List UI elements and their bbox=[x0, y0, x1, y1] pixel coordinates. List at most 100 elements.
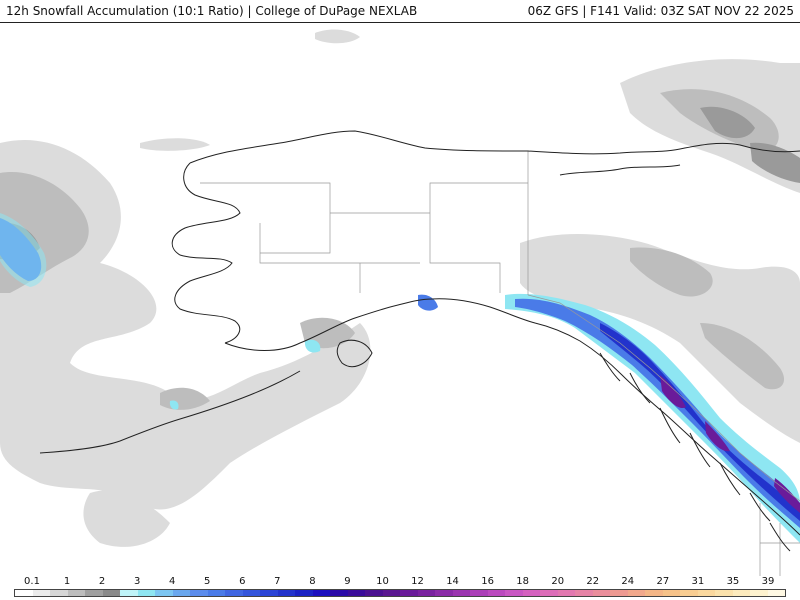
legend-swatch bbox=[137, 590, 155, 596]
snow-area-west bbox=[0, 139, 371, 510]
legend-color-bar bbox=[14, 589, 786, 597]
snow-cyan-kenai bbox=[304, 339, 321, 353]
legend-label: 18 bbox=[516, 576, 530, 587]
legend-swatch bbox=[120, 590, 138, 596]
color-scale-legend: 0.1 1 2 3 4 5 6 7 8 9 10 12 14 16 18 20 22 24 27 31 35 39 bbox=[0, 576, 800, 600]
legend-labels: 0.1 1 2 3 4 5 6 7 8 9 10 12 14 16 18 20 22 24 27 31 35 39 bbox=[0, 576, 800, 588]
legend-swatch bbox=[190, 590, 208, 596]
snow-cyan-coast bbox=[505, 293, 800, 543]
model-run-info: 06Z GFS | F141 Valid: 03Z SAT NOV 22 202… bbox=[527, 4, 794, 18]
legend-swatch bbox=[557, 590, 575, 596]
legend-swatch bbox=[102, 590, 120, 596]
snow-cyan-aleutian bbox=[169, 400, 179, 410]
legend-label: 3 bbox=[133, 576, 141, 587]
legend-swatch bbox=[592, 590, 610, 596]
legend-label: 1 bbox=[63, 576, 71, 587]
legend-label: 6 bbox=[239, 576, 246, 587]
legend-swatch bbox=[382, 590, 400, 596]
snowfall-map bbox=[0, 22, 800, 577]
snow-purple-coast-2 bbox=[705, 421, 730, 452]
legend-swatch bbox=[365, 590, 383, 596]
snow-heavy-north-east bbox=[750, 142, 800, 183]
alaska-west-coast bbox=[171, 162, 241, 344]
legend-label: 10 bbox=[376, 576, 389, 587]
snow-blue-cook-inlet bbox=[418, 294, 438, 311]
legend-swatch bbox=[260, 590, 278, 596]
legend-label: 24 bbox=[621, 576, 635, 587]
legend-swatch bbox=[452, 590, 470, 596]
legend-swatch bbox=[767, 590, 785, 596]
legend-swatch bbox=[645, 590, 663, 596]
legend-swatch bbox=[505, 590, 523, 596]
coastlines bbox=[39, 130, 800, 552]
snow-area-north-blob bbox=[315, 29, 360, 44]
political-borders bbox=[200, 151, 800, 577]
bc-interior-lines bbox=[759, 503, 800, 577]
legend-swatch bbox=[277, 590, 295, 596]
legend-swatch bbox=[627, 590, 645, 596]
product-title: 12h Snowfall Accumulation (10:1 Ratio) |… bbox=[6, 4, 418, 18]
legend-swatch bbox=[540, 590, 558, 596]
legend-swatch bbox=[155, 590, 173, 596]
legend-label: 27 bbox=[656, 576, 670, 587]
legend-swatch bbox=[575, 590, 593, 596]
map-canvas bbox=[0, 29, 800, 577]
legend-label: 22 bbox=[586, 576, 600, 587]
legend-swatch bbox=[295, 590, 313, 596]
legend-swatch bbox=[697, 590, 715, 596]
legend-swatch bbox=[312, 590, 330, 596]
snow-mid-bc bbox=[700, 323, 785, 390]
legend-label: 5 bbox=[204, 576, 211, 587]
snow-mid-east bbox=[630, 247, 713, 297]
legend-swatch bbox=[225, 590, 243, 596]
snow-area-east-canada bbox=[520, 233, 800, 443]
snow-cyan-west bbox=[0, 213, 47, 287]
legend-swatch bbox=[330, 590, 348, 596]
legend-swatch bbox=[662, 590, 680, 596]
map-header: 12h Snowfall Accumulation (10:1 Ratio) |… bbox=[0, 0, 800, 22]
legend-swatch bbox=[487, 590, 505, 596]
legend-swatch bbox=[242, 590, 260, 596]
legend-swatch bbox=[400, 590, 418, 596]
legend-swatch bbox=[85, 590, 103, 596]
legend-swatch bbox=[50, 590, 68, 596]
alaska-north-coast bbox=[189, 130, 800, 164]
legend-swatch bbox=[522, 590, 540, 596]
legend-swatch bbox=[67, 590, 85, 596]
legend-swatch bbox=[32, 590, 50, 596]
legend-label: 35 bbox=[726, 576, 740, 587]
legend-swatch bbox=[715, 590, 733, 596]
canada-arctic-coast bbox=[559, 164, 681, 176]
legend-label: 14 bbox=[446, 576, 459, 587]
snow-dblue-coast bbox=[600, 323, 800, 521]
legend-label: 2 bbox=[98, 576, 106, 587]
alaska-panhandle-border bbox=[527, 294, 800, 502]
snow-coast-layer bbox=[0, 213, 800, 543]
legend-swatch bbox=[347, 590, 365, 596]
panhandle-islands bbox=[599, 352, 741, 496]
legend-swatch bbox=[750, 590, 768, 596]
legend-swatch bbox=[680, 590, 698, 596]
snow-purple-coast-3 bbox=[774, 478, 800, 513]
legend-swatch bbox=[732, 590, 750, 596]
kodiak-island bbox=[336, 339, 373, 368]
gulf-of-alaska-coast bbox=[431, 298, 800, 536]
legend-swatch bbox=[435, 590, 453, 596]
legend-label: 9 bbox=[344, 576, 351, 587]
snow-area-southwest bbox=[83, 490, 170, 547]
legend-label: 7 bbox=[274, 576, 281, 587]
bc-coast-islands bbox=[749, 492, 791, 552]
legend-label: 31 bbox=[691, 576, 705, 587]
legend-label: 0.1 bbox=[24, 576, 40, 587]
legend-swatch bbox=[470, 590, 488, 596]
alaska-peninsula bbox=[224, 298, 433, 351]
legend-swatch bbox=[172, 590, 190, 596]
legend-label: 8 bbox=[309, 576, 316, 587]
legend-swatch bbox=[207, 590, 225, 596]
snow-heavy-yukon bbox=[700, 106, 755, 139]
legend-swatch bbox=[15, 590, 33, 596]
legend-label: 20 bbox=[551, 576, 565, 587]
legend-label: 4 bbox=[169, 576, 176, 587]
legend-label: 39 bbox=[761, 576, 775, 587]
legend-label: 12 bbox=[411, 576, 424, 587]
